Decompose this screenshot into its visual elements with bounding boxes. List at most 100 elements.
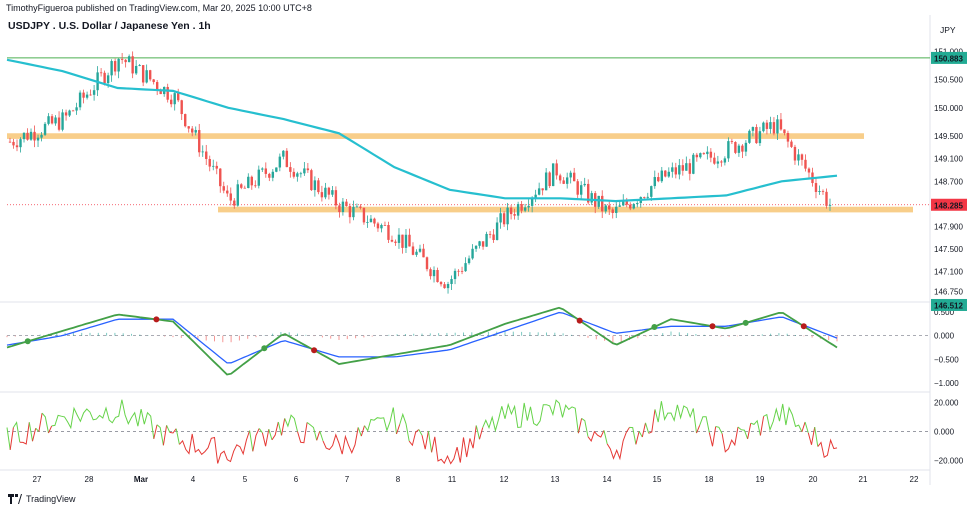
candle-body — [268, 173, 271, 178]
candle-body — [509, 207, 513, 215]
bottom-level-badge-bg — [931, 298, 967, 311]
osc-cross-dot — [24, 338, 31, 345]
candle-body — [22, 132, 26, 140]
price-tick-label: 146.750 — [934, 288, 963, 297]
candle-body — [565, 177, 569, 184]
candle-body — [499, 213, 502, 223]
osc2-tick-label: 20.000 — [934, 398, 959, 407]
osc2-line-segment — [475, 425, 480, 440]
osc2-line-segment — [581, 417, 589, 437]
osc2-line-segment — [807, 427, 816, 445]
candle-body — [471, 248, 474, 259]
candle-body — [629, 204, 632, 209]
date-tick-label: 5 — [243, 475, 248, 484]
candle-body — [306, 168, 310, 171]
osc2-line-segment — [577, 418, 583, 434]
candle-body — [765, 122, 769, 129]
osc2-line-segment — [708, 426, 717, 447]
candle-body — [313, 180, 317, 191]
price-tick-label: 150.500 — [934, 76, 963, 85]
osc2-line-segment — [316, 430, 321, 441]
candle-body — [748, 130, 751, 143]
candle-body — [226, 190, 229, 194]
date-tick-label: 21 — [859, 475, 868, 484]
candle-body — [720, 161, 723, 163]
candle-body — [8, 141, 12, 143]
candle-body — [541, 188, 544, 191]
candle-body — [730, 141, 734, 143]
candle-body — [828, 205, 832, 206]
candle-body — [453, 270, 457, 280]
osc2-line-segment — [763, 403, 803, 433]
moving-average-line — [6, 58, 838, 203]
candle-body — [82, 92, 85, 98]
candle-body — [64, 112, 68, 116]
oscillator-pane — [6, 306, 930, 376]
candle-body — [583, 183, 586, 186]
price-tick-label: 147.900 — [934, 223, 963, 232]
osc2-line-segment — [750, 419, 761, 436]
candle-body — [92, 90, 96, 95]
candle-body — [429, 269, 432, 277]
osc2-line-segment — [817, 438, 838, 458]
candle-body — [369, 218, 373, 223]
candle-body — [660, 170, 663, 182]
candle-body — [678, 165, 681, 175]
candle-body — [615, 206, 618, 213]
candle-body — [562, 180, 565, 184]
candle-body — [212, 165, 215, 167]
candle-body — [513, 214, 516, 216]
candle-body — [177, 93, 180, 101]
osc2-line-segment — [306, 422, 318, 441]
osc2-line-segment — [759, 416, 765, 436]
osc2-line-segment — [162, 425, 168, 446]
price-tick-label: 149.100 — [934, 155, 963, 164]
date-tick-label: 28 — [85, 475, 94, 484]
candle-body — [366, 222, 369, 223]
osc2-line-segment — [19, 422, 30, 445]
candle-body — [75, 107, 78, 111]
indicator-lines — [6, 58, 838, 203]
osc-fast-line — [6, 306, 838, 376]
candle-body — [520, 204, 523, 211]
candle-body — [187, 126, 190, 129]
candle-body — [233, 200, 236, 206]
candle-body — [278, 156, 282, 168]
candle-body — [106, 75, 110, 84]
date-tick-label: Mar — [134, 475, 148, 484]
candle-body — [779, 119, 783, 130]
candle-body — [352, 206, 355, 218]
candle-body — [804, 159, 807, 169]
candle-body — [327, 187, 331, 195]
candle-body — [261, 168, 264, 170]
candle-body — [548, 172, 551, 187]
osc2-line-segment — [603, 430, 608, 445]
candle-body — [299, 173, 303, 175]
date-tick-label: 6 — [294, 475, 299, 484]
candle-body — [103, 72, 106, 84]
osc2-line-segment — [696, 425, 701, 434]
candle-body — [460, 270, 464, 272]
candle-body — [47, 116, 50, 124]
osc-cross-dot — [742, 319, 749, 326]
candle-body — [516, 204, 520, 216]
candle-body — [33, 131, 36, 141]
candle-body — [467, 258, 471, 264]
candle-body — [762, 122, 765, 132]
osc2-line-segment — [48, 425, 53, 434]
candle-body — [236, 184, 239, 206]
candle-body — [348, 206, 352, 218]
candle-body — [201, 151, 204, 153]
candle-body — [303, 168, 306, 174]
candle-body — [282, 150, 285, 157]
candle-body — [43, 123, 47, 135]
candle-body — [296, 173, 299, 177]
candle-body — [530, 197, 534, 206]
candle-body — [243, 187, 246, 189]
osc2-line-segment — [277, 421, 282, 436]
current-price-badge-bg — [931, 198, 967, 211]
osc2-line-segment — [737, 426, 749, 440]
date-tick-label: 20 — [809, 475, 818, 484]
candle-body — [317, 180, 320, 193]
